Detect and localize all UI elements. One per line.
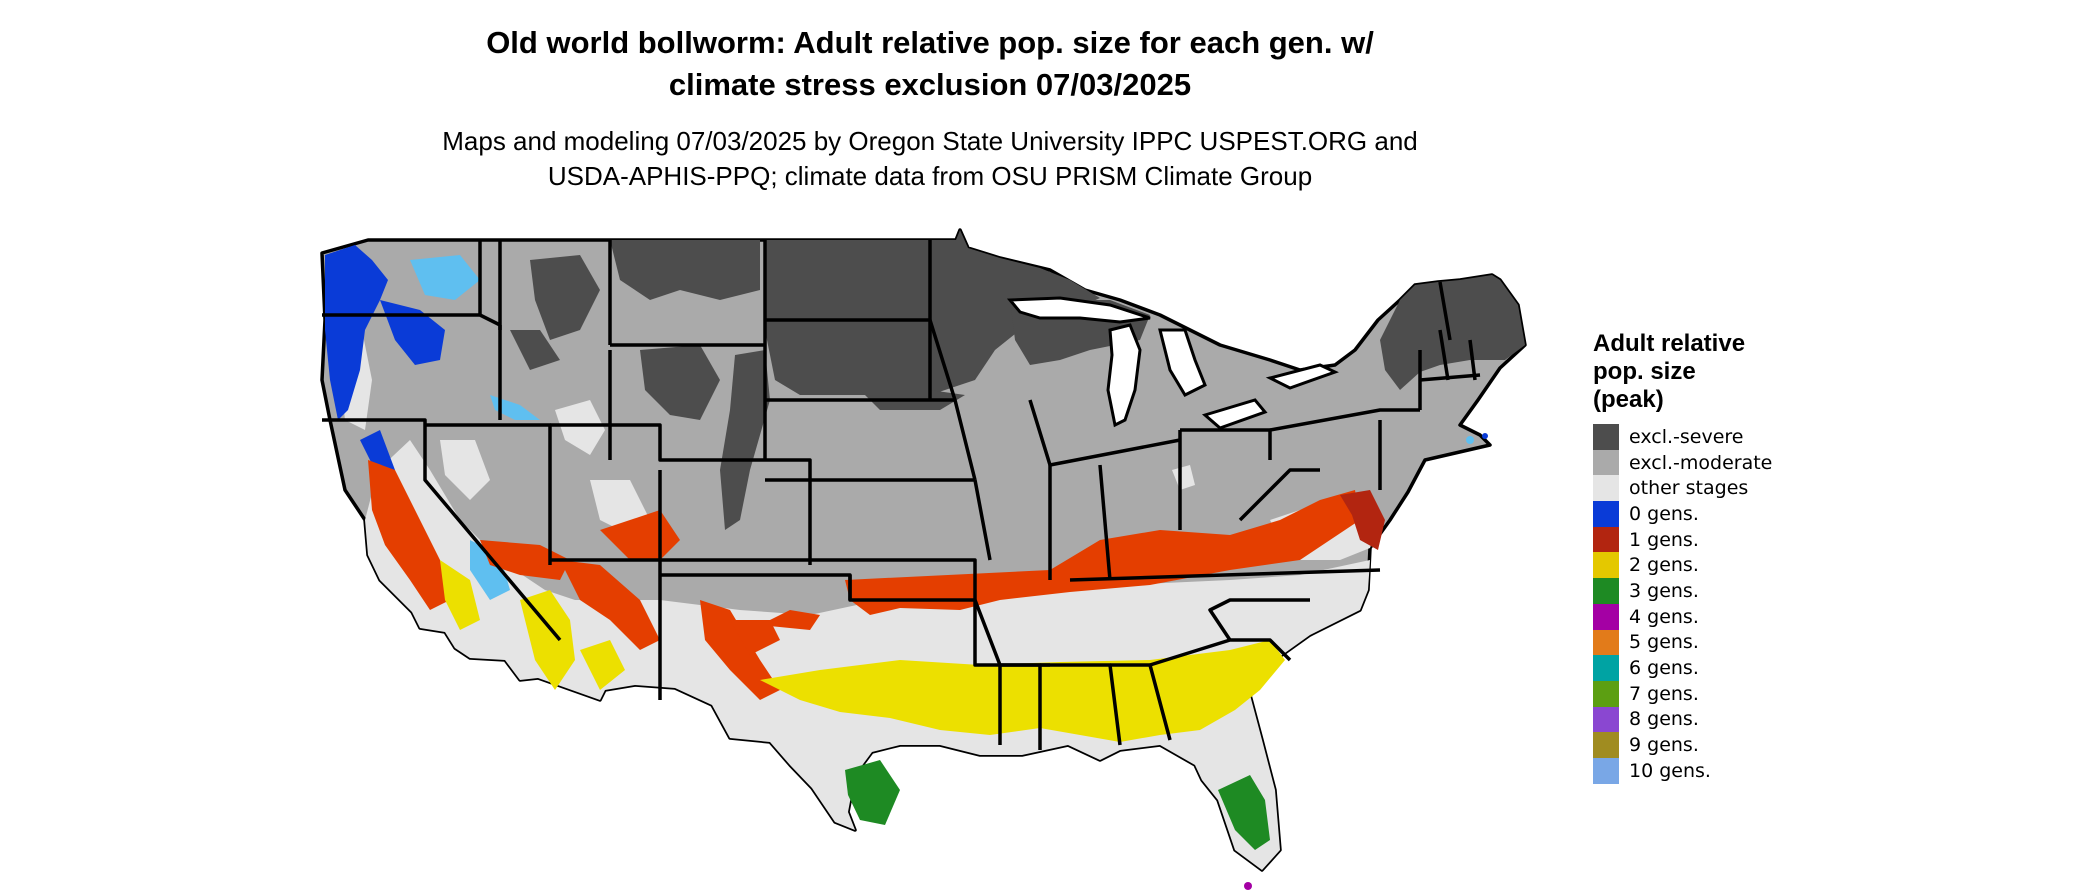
legend-swatch [1593,706,1619,733]
legend-swatch [1593,475,1619,502]
legend-label: 3 gens. [1629,579,1699,602]
legend-label: 8 gens. [1629,708,1699,731]
subtitle-line-2: USDA-APHIS-PPQ; climate data from OSU PR… [547,161,1313,191]
title-line-1: Old world bollworm: Adult relative pop. … [486,25,1374,60]
legend-item: 4 gens. [1593,603,1893,630]
legend-label: 5 gens. [1629,631,1699,654]
islands [1244,433,1488,890]
legend-item: 8 gens. [1593,706,1893,733]
legend-label: 1 gens. [1629,528,1699,551]
legend-swatch [1593,655,1619,681]
legend-swatch [1593,732,1619,758]
legend-item: 2 gens. [1593,552,1893,579]
state-borders [322,240,1481,750]
legend-item: 0 gens. [1593,501,1893,527]
map-subtitle: Maps and modeling 07/03/2025 by Oregon S… [340,124,1520,194]
legend-swatch [1593,629,1619,656]
legend-label: 0 gens. [1629,502,1699,525]
legend-item: 3 gens. [1593,578,1893,604]
us-map [320,228,1527,890]
legend-item: other stages [1593,475,1893,502]
legend-title-line: Adult relative [1593,330,1746,357]
legend-title-line: (peak) [1593,386,1664,413]
legend-swatch [1593,578,1619,604]
legend-title-line: pop. size [1593,358,1696,385]
legend-swatch [1593,603,1619,630]
legend-item: excl.-moderate [1593,449,1893,476]
legend-item: 10 gens. [1593,757,1893,784]
legend-label: excl.-moderate [1629,451,1773,474]
legend-title: Adult relative pop. size (peak) [1593,330,1893,414]
map-legend: Adult relative pop. size (peak) excl.-se… [1593,330,1893,784]
title-line-2: climate stress exclusion 07/03/2025 [668,67,1192,102]
gen-3-regions [845,465,1270,850]
subtitle-line-1: Maps and modeling 07/03/2025 by Oregon S… [442,126,1418,156]
legend-label: 9 gens. [1629,734,1699,757]
legend-swatch [1593,501,1619,527]
legend-item: 1 gens. [1593,526,1893,553]
legend-swatch [1593,424,1619,450]
legend-item: excl.-severe [1593,424,1893,450]
gen-0-regions [325,245,540,600]
legend-item: 9 gens. [1593,732,1893,758]
legend-swatch [1593,449,1619,476]
legend-label: other stages [1629,477,1749,500]
legend-label: 7 gens. [1629,682,1699,705]
legend-label: 10 gens. [1629,759,1711,782]
legend-item: 5 gens. [1593,629,1893,656]
legend-swatch [1593,680,1619,707]
legend-label: 6 gens. [1629,657,1699,680]
great-lakes [1006,296,1339,430]
legend-item: 7 gens. [1593,680,1893,707]
legend-label: excl.-severe [1629,425,1744,448]
legend-label: 4 gens. [1629,605,1699,628]
legend-swatch [1593,552,1619,579]
legend-swatch [1593,757,1619,784]
legend-items: excl.-severe excl.-moderate other stages 0 … [1593,424,1893,784]
legend-label: 2 gens. [1629,554,1699,577]
map-title: Old world bollworm: Adult relative pop. … [340,22,1520,106]
legend-item: 6 gens. [1593,655,1893,681]
legend-swatch [1593,526,1619,553]
